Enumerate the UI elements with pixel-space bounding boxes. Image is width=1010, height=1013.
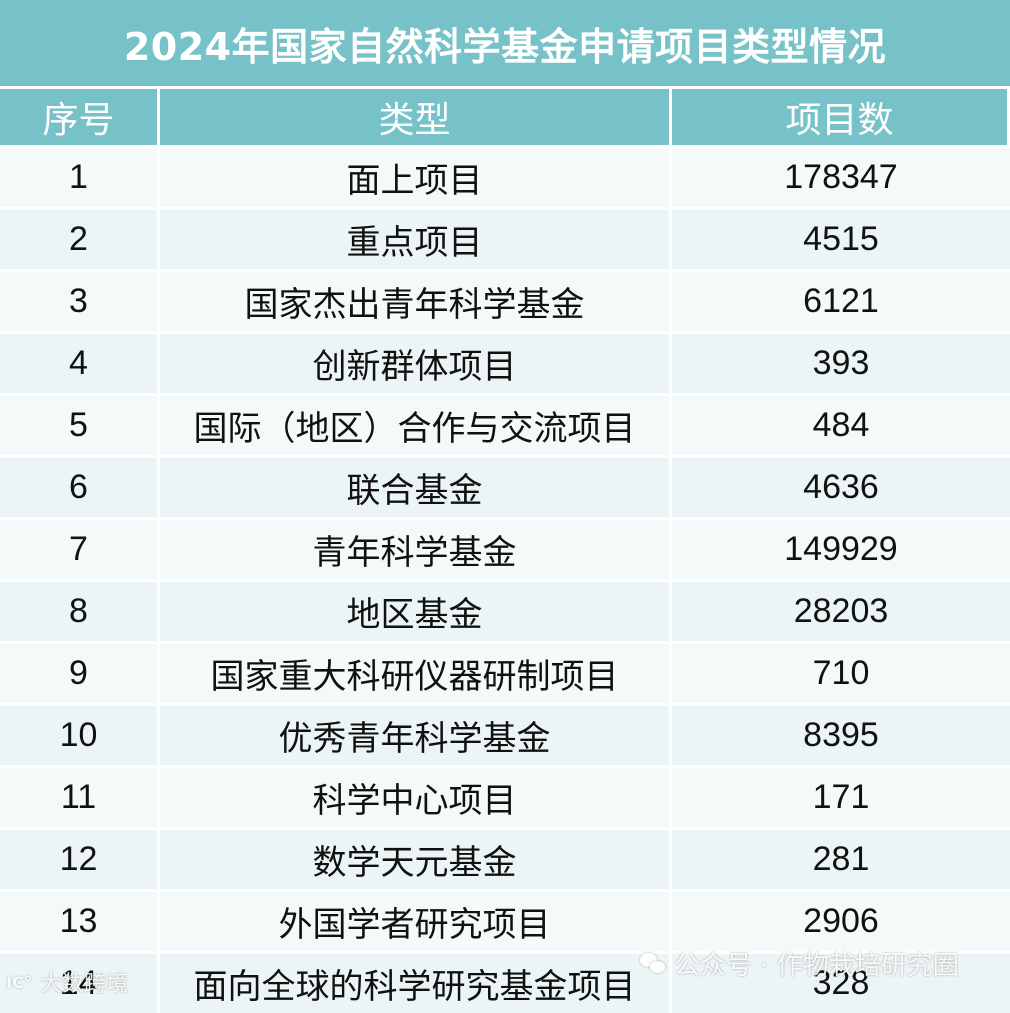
cell-index: 10 xyxy=(0,706,160,765)
cell-index: 8 xyxy=(0,582,160,641)
data-table: 序号 类型 项目数 1 面上项目 178347 2 重点项目 4515 3 国家杰出青年科学基… xyxy=(0,89,1010,1013)
cell-type: 科学中心项目 xyxy=(160,768,672,827)
wechat-icon xyxy=(640,952,666,975)
cell-type: 面上项目 xyxy=(160,148,672,207)
cell-index: 13 xyxy=(0,892,160,951)
cell-index: 7 xyxy=(0,520,160,579)
cell-count: 710 xyxy=(672,644,1010,703)
cell-count: 171 xyxy=(672,768,1010,827)
cell-index: 12 xyxy=(0,830,160,889)
watermark-right: 公众号 · 作物栽培研究圈 xyxy=(640,945,959,982)
cell-type: 优秀青年科学基金 xyxy=(160,706,672,765)
cell-count: 281 xyxy=(672,830,1010,889)
cell-index: 1 xyxy=(0,148,160,207)
watermark-left: IC° 大数跨境 xyxy=(2,966,128,998)
cell-index: 3 xyxy=(0,272,160,331)
header-type: 类型 xyxy=(160,89,672,145)
cell-type: 联合基金 xyxy=(160,458,672,517)
cell-type: 国家重大科研仪器研制项目 xyxy=(160,644,672,703)
cell-count: 4636 xyxy=(672,458,1010,517)
cell-index: 5 xyxy=(0,396,160,455)
cell-index: 9 xyxy=(0,644,160,703)
cell-type: 青年科学基金 xyxy=(160,520,672,579)
cell-type: 重点项目 xyxy=(160,210,672,269)
brand-logo-icon: IC° xyxy=(6,972,32,992)
cell-index: 2 xyxy=(0,210,160,269)
cell-count: 178347 xyxy=(672,148,1010,207)
cell-type: 数学天元基金 xyxy=(160,830,672,889)
cell-count: 6121 xyxy=(672,272,1010,331)
watermark-right-text: 公众号 · 作物栽培研究圈 xyxy=(674,951,959,981)
cell-type: 国际（地区）合作与交流项目 xyxy=(160,396,672,455)
cell-index: 11 xyxy=(0,768,160,827)
cell-count: 28203 xyxy=(672,582,1010,641)
cell-count: 8395 xyxy=(672,706,1010,765)
cell-type: 外国学者研究项目 xyxy=(160,892,672,951)
cell-type: 国家杰出青年科学基金 xyxy=(160,272,672,331)
cell-type: 面向全球的科学研究基金项目 xyxy=(160,954,672,1013)
header-count: 项目数 xyxy=(672,89,1010,145)
cell-count: 149929 xyxy=(672,520,1010,579)
cell-type: 创新群体项目 xyxy=(160,334,672,393)
cell-count: 393 xyxy=(672,334,1010,393)
header-index: 序号 xyxy=(0,89,160,145)
watermark-left-text: 大数跨境 xyxy=(40,972,129,997)
cell-type: 地区基金 xyxy=(160,582,672,641)
cell-count: 4515 xyxy=(672,210,1010,269)
table-title: 2024年国家自然科学基金申请项目类型情况 xyxy=(0,0,1010,86)
cell-count: 2906 xyxy=(672,892,1010,951)
cell-count: 484 xyxy=(672,396,1010,455)
cell-index: 4 xyxy=(0,334,160,393)
cell-index: 6 xyxy=(0,458,160,517)
